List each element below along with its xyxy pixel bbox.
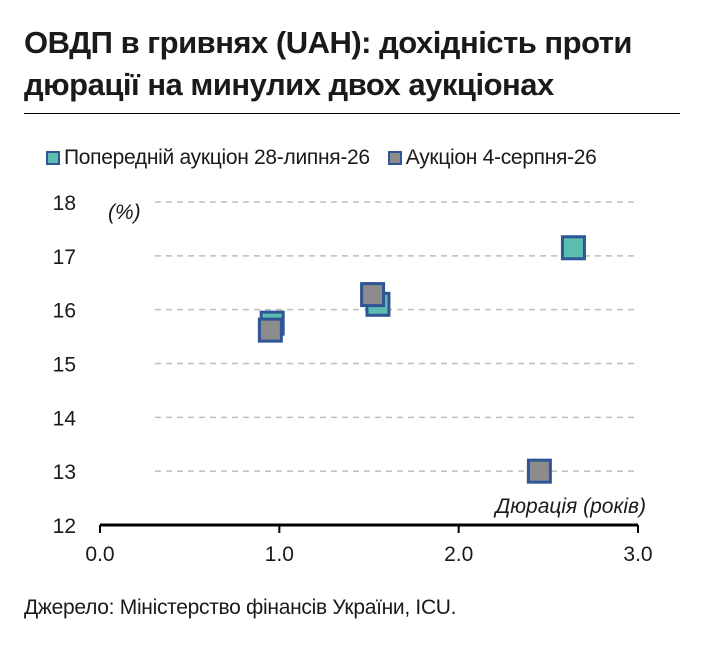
- source-note: Джерело: Міністерство фінансів України, …: [24, 596, 457, 619]
- legend-swatch-current: [387, 151, 402, 165]
- legend-label-previous: Попередній аукціон 28-липня-26: [64, 146, 370, 169]
- chart-title: ОВДП в гривнях (UAH): дохідність проти д…: [24, 22, 684, 106]
- y-tick-label: 15: [53, 354, 76, 377]
- y-tick-label: 13: [53, 461, 76, 484]
- x-tick-label: 0.0: [85, 543, 114, 566]
- data-point-current: [257, 317, 283, 343]
- legend-item-previous: Попередній аукціон 28-липня-26: [46, 146, 370, 170]
- chart-title-line1: ОВДП в гривнях (UAH): дохідність проти: [24, 25, 632, 60]
- legend-swatch-previous: [46, 151, 60, 165]
- data-point-current: [526, 458, 552, 484]
- x-axis-label: Дюрація (років): [493, 495, 646, 518]
- x-tick-label: 2.0: [444, 543, 473, 566]
- chart-title-line2: дюрації на минулих двох аукціонах: [24, 67, 554, 102]
- y-tick-label: 12: [53, 515, 76, 538]
- legend-label-current: Аукціон 4-серпня-26: [405, 146, 597, 169]
- y-tick-label: 17: [53, 246, 76, 269]
- x-tick-label: 3.0: [623, 543, 652, 566]
- legend: Попередній аукціон 28-липня-26 Аукціон 4…: [46, 143, 615, 173]
- title-divider: [24, 113, 680, 114]
- data-point-current: [360, 282, 386, 308]
- x-tick-label: 1.0: [265, 543, 294, 566]
- y-tick-label: 14: [53, 407, 77, 430]
- y-tick-label: 16: [53, 300, 76, 323]
- y-tick-label: 18: [53, 192, 76, 215]
- legend-item-current: Аукціон 4-серпня-26: [387, 146, 597, 170]
- y-axis-label: (%): [108, 201, 141, 224]
- data-point-previous: [560, 235, 586, 261]
